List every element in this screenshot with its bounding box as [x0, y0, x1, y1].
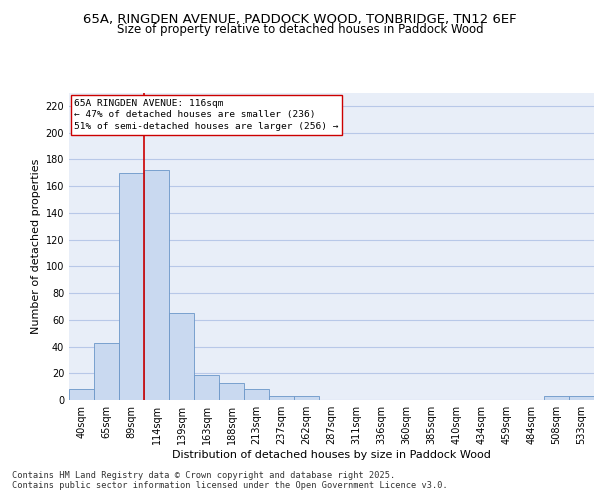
Y-axis label: Number of detached properties: Number of detached properties	[31, 158, 41, 334]
X-axis label: Distribution of detached houses by size in Paddock Wood: Distribution of detached houses by size …	[172, 450, 491, 460]
Text: 65A RINGDEN AVENUE: 116sqm
← 47% of detached houses are smaller (236)
51% of sem: 65A RINGDEN AVENUE: 116sqm ← 47% of deta…	[74, 98, 339, 131]
Bar	[569, 396, 594, 400]
Bar	[294, 396, 319, 400]
Bar	[544, 396, 569, 400]
Bar	[269, 396, 294, 400]
Bar	[219, 382, 244, 400]
Bar	[69, 390, 94, 400]
Bar	[169, 313, 194, 400]
Bar	[194, 374, 219, 400]
Text: Size of property relative to detached houses in Paddock Wood: Size of property relative to detached ho…	[116, 24, 484, 36]
Bar	[244, 390, 269, 400]
Bar	[94, 342, 119, 400]
Bar	[119, 172, 144, 400]
Bar	[144, 170, 169, 400]
Text: 65A, RINGDEN AVENUE, PADDOCK WOOD, TONBRIDGE, TN12 6EF: 65A, RINGDEN AVENUE, PADDOCK WOOD, TONBR…	[83, 12, 517, 26]
Text: Contains HM Land Registry data © Crown copyright and database right 2025.
Contai: Contains HM Land Registry data © Crown c…	[12, 470, 448, 490]
